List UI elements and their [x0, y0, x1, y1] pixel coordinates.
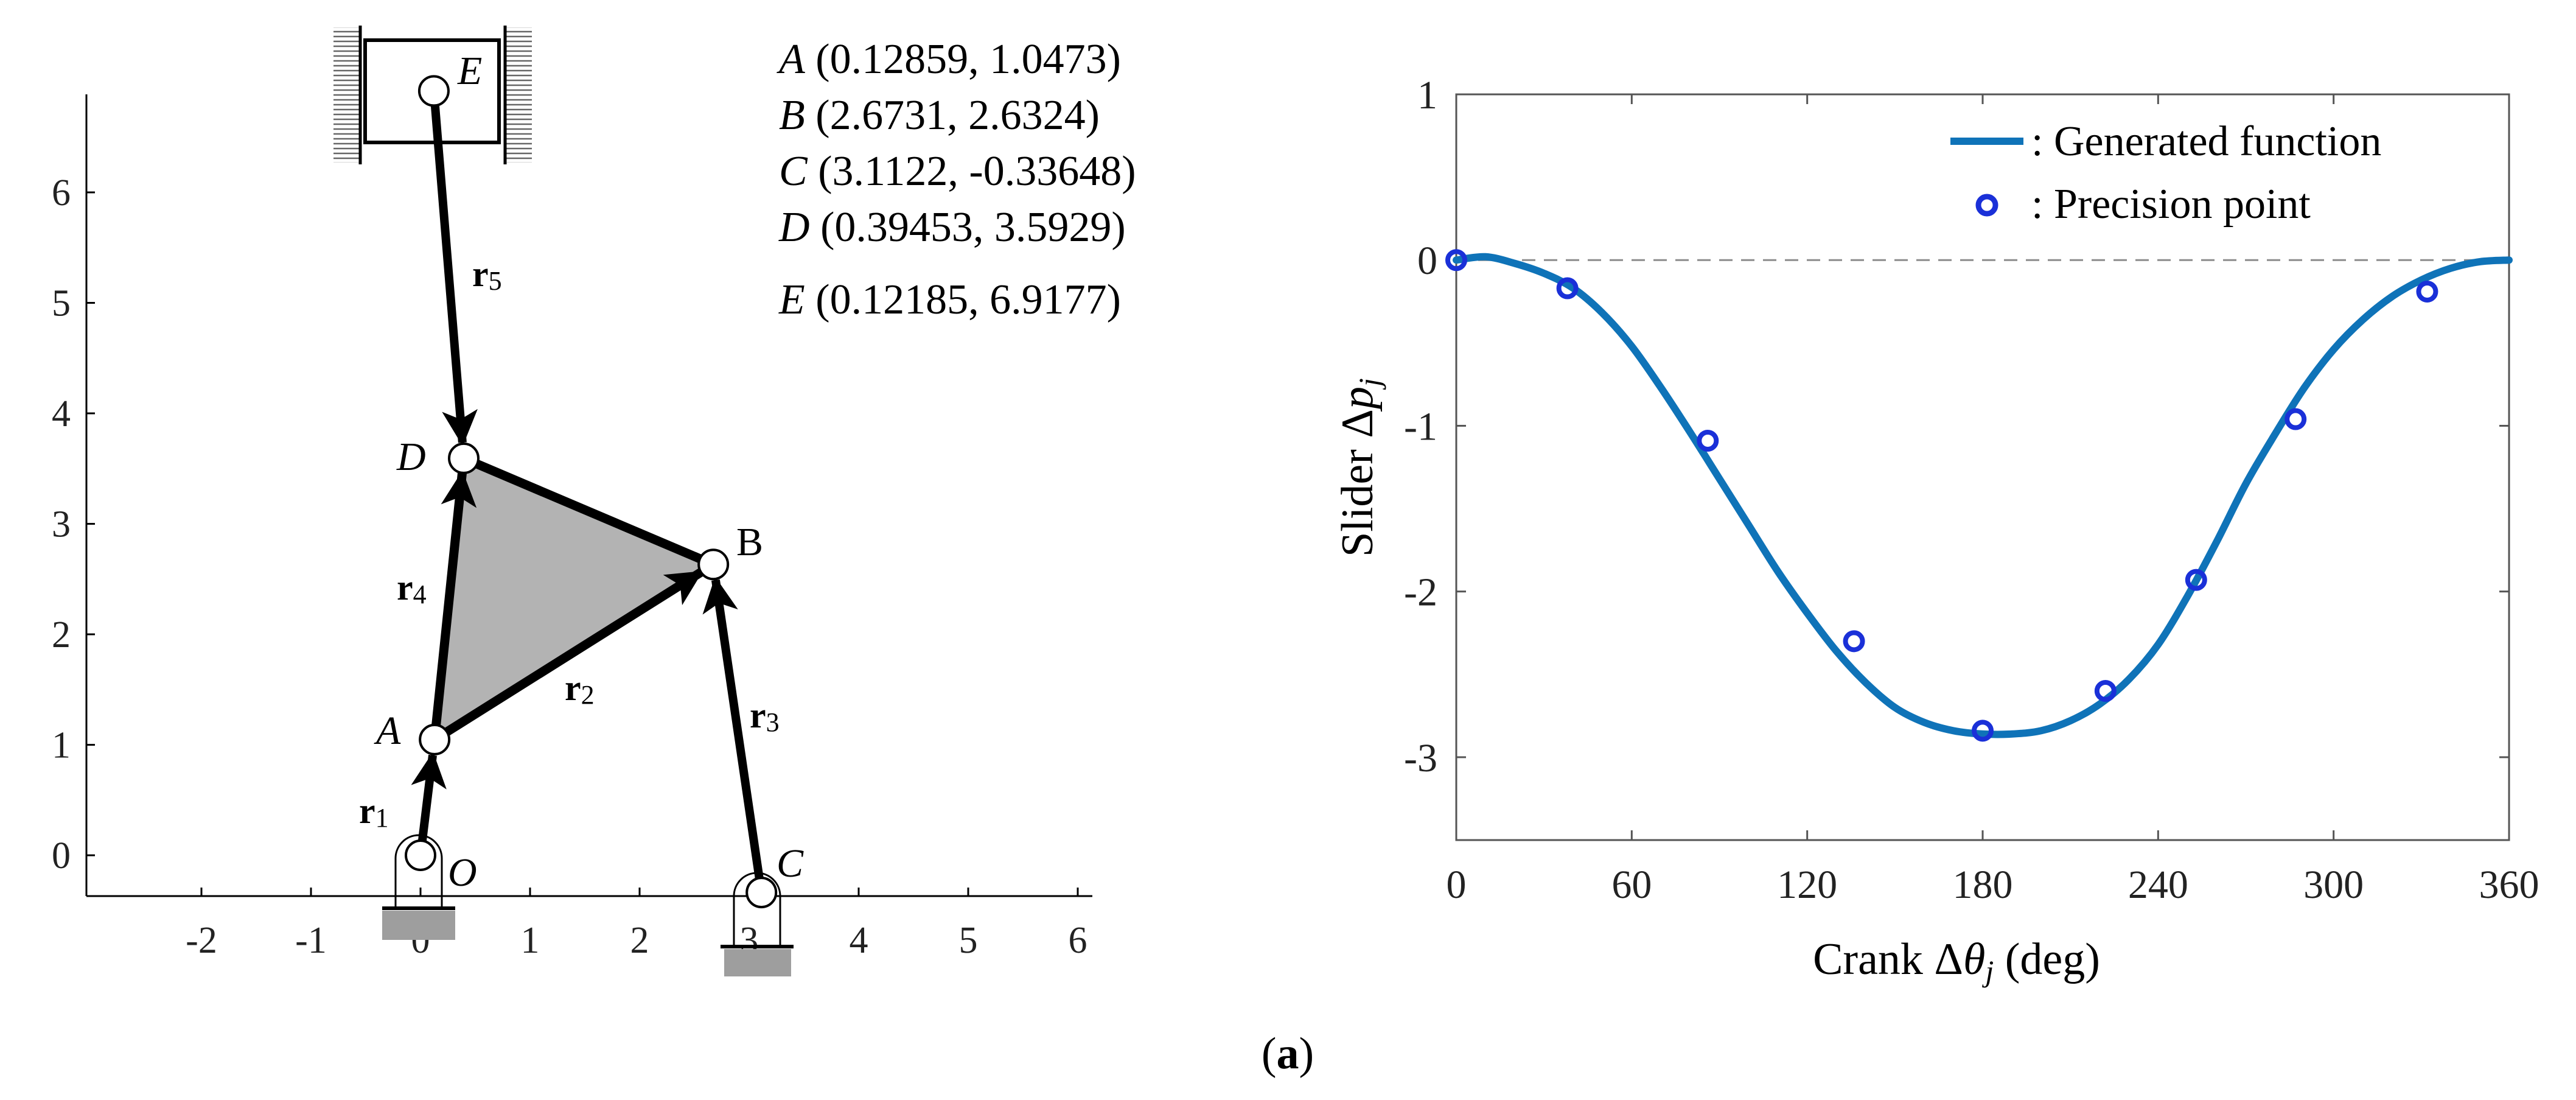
precision-points — [1445, 249, 2438, 742]
figure-caption: (a) — [1262, 1029, 1314, 1079]
chart-x-tick-label: 300 — [2303, 863, 2364, 907]
chart-x-tick-label: 240 — [2128, 863, 2188, 907]
legend-generated-function: : Generated function — [2031, 118, 2381, 165]
label-c: C — [777, 841, 804, 886]
vector-r5 — [430, 105, 478, 446]
label-a: A — [374, 709, 401, 753]
mech-y-tick-label: 2 — [52, 614, 71, 656]
mechanism-panel: -2 -1 0 1 2 3 4 5 6 0 1 2 3 4 5 6 E D B A — [52, 26, 1136, 976]
chart-x-tick-label: 180 — [1953, 863, 2013, 907]
mech-x-tick-label: 5 — [959, 920, 978, 961]
generated-function-line — [1453, 253, 2513, 738]
precision-point — [1843, 630, 1865, 653]
label-r2: r2 — [565, 668, 595, 710]
joint-o — [405, 839, 436, 871]
mech-y-tick-label: 3 — [52, 504, 71, 545]
legend: : Generated function : Precision point — [1950, 118, 2381, 228]
chart-y-label: Slider Δpj — [1333, 378, 1386, 557]
precision-point — [2285, 408, 2307, 430]
precision-point — [1556, 277, 1579, 300]
coord-e: E (0.12185, 6.9177) — [778, 276, 1121, 323]
legend-circle-icon — [1975, 194, 1998, 217]
precision-point — [1445, 249, 1467, 271]
precision-point — [1972, 720, 1994, 742]
coord-a: A (0.12859, 1.0473) — [777, 36, 1121, 83]
precision-point — [1697, 429, 1719, 452]
joint-a — [419, 723, 451, 755]
mech-x-ticks: -2 -1 0 1 2 3 4 5 6 — [186, 888, 1087, 961]
chart-panel: 0 60 120 180 240 300 360 1 0 -1 -2 -3 : Generated … — [1333, 73, 2539, 988]
chart-x-ticks: 0 60 120 180 240 300 360 — [1447, 94, 2539, 907]
mech-y-tick-label: 5 — [52, 283, 71, 324]
chart-x-tick-label: 360 — [2479, 863, 2539, 907]
mechanism-links — [411, 105, 764, 879]
chart-frame — [1455, 93, 2510, 841]
label-b: B — [736, 520, 763, 564]
mech-y-tick-label: 1 — [52, 725, 71, 766]
label-o: O — [448, 850, 477, 895]
chart-y-tick-label: 0 — [1417, 239, 1437, 283]
label-r5: r5 — [472, 254, 502, 296]
mech-x-tick-label: -1 — [295, 920, 327, 961]
mech-y-tick-label: 0 — [52, 835, 71, 877]
label-e: E — [457, 49, 482, 93]
chart-x-tick-label: 120 — [1777, 863, 1837, 907]
mech-x-tick-label: 4 — [850, 920, 868, 961]
chart-x-label: Crank Δθj (deg) — [1813, 934, 2100, 988]
label-r4: r4 — [397, 567, 427, 609]
mech-y-ticks: 0 1 2 3 4 5 6 — [52, 172, 95, 877]
precision-point — [2416, 280, 2438, 303]
joint-e — [417, 75, 450, 107]
label-r3: r3 — [750, 695, 780, 737]
chart-y-tick-label: -2 — [1404, 570, 1437, 615]
mechanism-joints — [405, 75, 778, 909]
vector-r3 — [702, 576, 764, 879]
label-r1: r1 — [359, 791, 389, 833]
chart-y-ticks: 1 0 -1 -2 -3 — [1404, 73, 2509, 780]
mech-x-tick-label: -2 — [186, 920, 217, 961]
mech-y-tick-label: 6 — [52, 172, 71, 214]
precision-point — [2094, 680, 2117, 702]
coordinate-list: A (0.12859, 1.0473) B (2.6731, 2.6324) C… — [777, 36, 1136, 323]
chart-y-tick-label: 1 — [1417, 73, 1437, 117]
vector-r1 — [411, 751, 447, 842]
coord-d: D (0.39453, 3.5929) — [778, 204, 1126, 251]
mech-y-tick-label: 4 — [52, 393, 71, 435]
chart-x-tick-label: 0 — [1447, 863, 1467, 907]
joint-d — [448, 442, 480, 474]
vector-r2 — [444, 569, 703, 736]
precision-point — [2185, 569, 2207, 591]
mech-x-tick-label: 6 — [1069, 920, 1087, 961]
joint-b — [697, 548, 730, 581]
vector-r4 — [431, 470, 477, 726]
chart-y-tick-label: -3 — [1404, 736, 1437, 780]
label-d: D — [396, 435, 426, 479]
coord-b: B (2.6731, 2.6324) — [779, 92, 1100, 139]
legend-precision-point: : Precision point — [2031, 181, 2311, 228]
chart-x-tick-label: 60 — [1611, 863, 1652, 907]
coord-c: C (3.1122, -0.33648) — [779, 148, 1136, 195]
joint-c — [745, 877, 778, 909]
mech-x-tick-label: 1 — [521, 920, 540, 961]
mech-x-tick-label: 2 — [630, 920, 649, 961]
chart-y-tick-label: -1 — [1404, 404, 1437, 449]
